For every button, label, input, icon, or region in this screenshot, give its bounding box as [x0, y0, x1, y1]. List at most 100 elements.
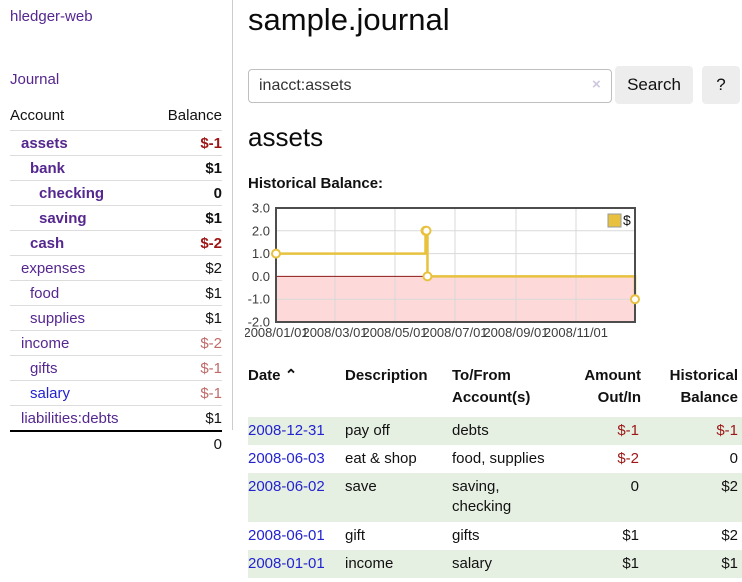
account-balance: $1	[205, 310, 222, 327]
accounts-table-header: Account Balance	[10, 104, 222, 131]
search-input[interactable]	[248, 69, 612, 103]
register-col-description: Description	[345, 367, 428, 384]
account-row: assets $-1	[10, 130, 222, 156]
transaction-amount: $1	[581, 549, 647, 578]
transaction-accounts: gifts	[452, 526, 480, 544]
main-content: sample.journal × Search ? assets Histori…	[243, 0, 742, 582]
register-row: 2008-01-01 income salary $1 $1	[248, 549, 742, 578]
register-col-date[interactable]: Date ⌃	[248, 367, 298, 384]
legend-label: $	[623, 212, 631, 228]
x-tick-label: 2008/03/01	[302, 325, 367, 340]
transaction-date-link[interactable]: 2008-06-01	[248, 526, 325, 544]
sidebar-item-journal[interactable]: Journal	[10, 71, 60, 88]
transaction-accounts: debts	[452, 416, 581, 445]
accounts-total-spacer	[10, 431, 151, 456]
account-row: bank $1	[10, 155, 222, 181]
sidebar-account-link[interactable]: saving	[39, 210, 87, 227]
transaction-balance: $2	[647, 473, 742, 522]
account-balance: $1	[205, 285, 222, 302]
register-col-accounts: To/From Account(s)	[452, 367, 531, 406]
y-tick-label: 0.0	[252, 269, 270, 284]
account-row: salary $-1	[10, 380, 222, 406]
transaction-description: pay off	[345, 416, 452, 445]
transaction-description: save	[345, 473, 452, 522]
account-row: gifts $-1	[10, 355, 222, 381]
sidebar-account-link[interactable]: gifts	[30, 360, 58, 377]
register-col-balance: Historical Balance	[669, 367, 738, 406]
account-row: liabilities:debts $1	[10, 405, 222, 432]
account-balance: $2	[205, 260, 222, 277]
sidebar-account-link[interactable]: cash	[30, 235, 65, 252]
register-table: Date ⌃ Description To/From Account(s) Am…	[248, 362, 742, 578]
register-header-row: Date ⌃ Description To/From Account(s) Am…	[248, 362, 742, 417]
sidebar-account-link[interactable]: salary	[30, 385, 71, 402]
register-row: 2008-06-03 eat & shop food, supplies $-2 0	[248, 445, 742, 473]
legend-swatch	[607, 213, 622, 228]
transaction-date-link[interactable]: 2008-06-03	[248, 449, 325, 467]
transaction-date-link[interactable]: 2008-12-31	[248, 421, 325, 439]
search-form: × Search ?	[248, 66, 742, 104]
transaction-date-link[interactable]: 2008-06-02	[248, 478, 325, 495]
historical-balance-chart: $3.0 2.0 1.0 0.0 -1.0 -2.0 2008/01/01 2008/03/0…	[243, 200, 742, 348]
transaction-accounts: salary	[452, 549, 581, 578]
transaction-date-link[interactable]: 2008-01-01	[248, 554, 325, 572]
sidebar-account-link[interactable]: supplies	[30, 310, 86, 327]
x-tick-label: 2008/11/01	[544, 325, 608, 340]
sidebar: hledger-web Journal Account Balance asse…	[0, 0, 233, 453]
account-balance: $1	[205, 160, 222, 177]
transaction-amount: $1	[622, 526, 639, 544]
account-balance: $1	[205, 210, 222, 227]
account-balance: $-1	[200, 360, 222, 377]
y-tick-label: 2.0	[252, 223, 270, 238]
sidebar-account-link[interactable]: liabilities:debts	[21, 410, 119, 427]
transaction-description: income	[345, 549, 452, 578]
account-row: checking 0	[10, 180, 222, 206]
account-balance: 0	[213, 185, 222, 202]
register-rows: 2008-12-31 pay off debts $-1 $-1 2008-06-03 ea…	[248, 416, 742, 578]
transaction-balance: $1	[647, 549, 742, 578]
y-tick-label: -1.0	[248, 292, 270, 307]
help-button[interactable]: ?	[702, 66, 740, 104]
sidebar-account-link[interactable]: income	[21, 335, 70, 352]
register-row: 2008-06-02 save saving, checking 0 $2	[248, 473, 742, 522]
clear-search-icon[interactable]: ×	[592, 76, 601, 93]
accounts-total-value: 0	[213, 436, 222, 453]
sidebar-account-link[interactable]: bank	[30, 160, 66, 177]
account-balance: $-2	[200, 335, 222, 352]
x-tick-label: 2008/05/01	[362, 325, 427, 340]
transaction-balance: $2	[721, 526, 738, 544]
accounts-total-row: 0	[10, 431, 222, 456]
register-col-amount: Amount Out/In	[584, 367, 641, 406]
page-title: sample.journal	[248, 2, 450, 37]
search-button[interactable]: Search	[615, 66, 693, 104]
transaction-amount: 0	[581, 473, 647, 522]
transaction-amount: $-2	[617, 449, 639, 467]
account-row: cash $-2	[10, 230, 222, 256]
account-row: saving $1	[10, 205, 222, 231]
sidebar-account-link[interactable]: assets	[21, 135, 68, 152]
account-row: expenses $2	[10, 255, 222, 281]
sidebar-account-link[interactable]: food	[30, 285, 60, 302]
accounts-col-account: Account	[10, 107, 65, 124]
y-tick-label: -2.0	[248, 315, 270, 330]
sort-ascending-icon: ⌃	[284, 367, 298, 384]
register-row: 2008-06-01 gift gifts $1 $2	[248, 522, 742, 550]
account-row: supplies $1	[10, 305, 222, 331]
account-balance: $-1	[200, 385, 222, 402]
account-heading: assets	[248, 122, 324, 152]
x-tick-label: 2008/01/01	[245, 325, 309, 340]
y-tick-label: 3.0	[252, 201, 270, 216]
transaction-description: eat & shop	[345, 449, 417, 467]
app-title-link[interactable]: hledger-web	[10, 8, 93, 25]
account-balance: $1	[205, 410, 222, 427]
sidebar-account-link[interactable]: checking	[39, 185, 105, 202]
y-tick-label: 1.0	[252, 246, 270, 261]
accounts-col-balance: Balance	[167, 107, 222, 124]
x-tick-label: 2008/09/01	[483, 325, 548, 340]
account-balance: $-2	[200, 235, 222, 252]
transaction-balance: $-1	[647, 416, 742, 445]
account-balance: $-1	[200, 135, 222, 152]
x-tick-label: 2008/07/01	[422, 325, 487, 340]
transaction-accounts: food, supplies	[452, 449, 545, 467]
sidebar-account-link[interactable]: expenses	[21, 260, 86, 277]
